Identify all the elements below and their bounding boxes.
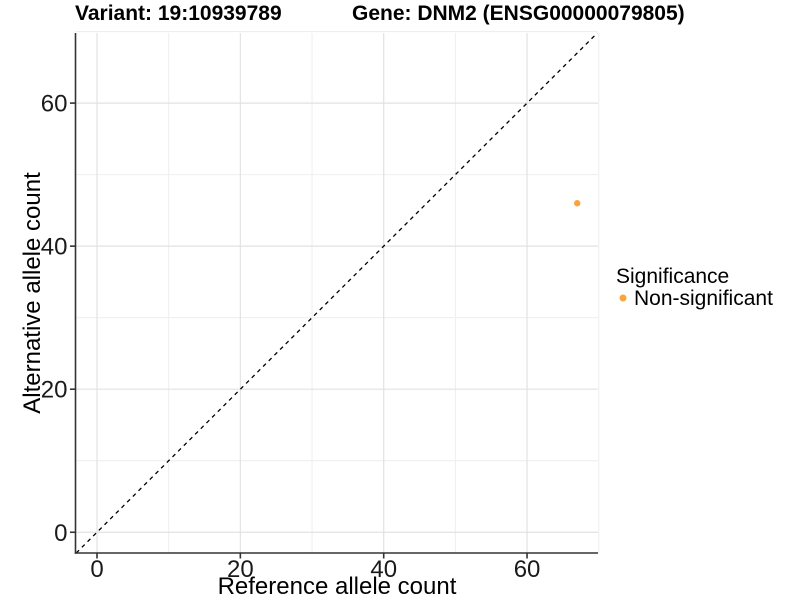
legend-item-label: Non-significant xyxy=(634,287,773,310)
plot-title-variant: Variant: 19:10939789 xyxy=(75,2,282,25)
plot-title-gene: Gene: DNM2 (ENSG00000079805) xyxy=(352,2,685,25)
y-tick-label: 60 xyxy=(41,91,68,118)
x-axis-title: Reference allele count xyxy=(218,573,457,600)
plot-panel: 0 20 40 60 0 20 40 60 xyxy=(41,31,600,583)
legend-key-dot-icon xyxy=(619,294,627,302)
legend-title: Significance xyxy=(616,265,729,288)
x-tick-label: 20 xyxy=(227,556,254,583)
identity-line xyxy=(75,32,598,554)
x-tick-label: 60 xyxy=(514,556,541,583)
x-tick-label: 0 xyxy=(90,556,103,583)
data-point xyxy=(574,200,581,207)
y-tick-label: 20 xyxy=(41,377,68,404)
legend: Significance Non-significant xyxy=(616,265,773,310)
x-tick-label: 40 xyxy=(370,556,397,583)
y-tick-label: 40 xyxy=(41,234,68,261)
y-axis-title: Alternative allele count xyxy=(19,172,46,414)
y-tick-label: 0 xyxy=(54,520,67,547)
